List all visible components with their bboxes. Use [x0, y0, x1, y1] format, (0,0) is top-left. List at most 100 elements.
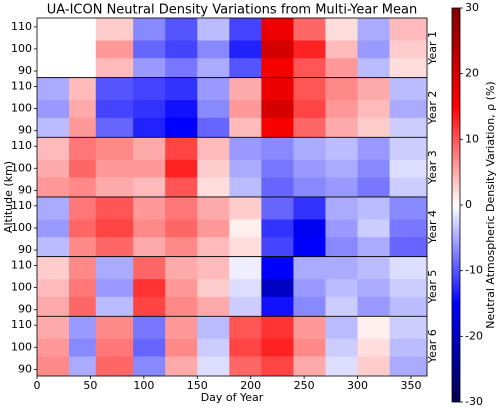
- panel-label: Year 2: [426, 91, 439, 126]
- heatmap-cell: [37, 117, 70, 138]
- heatmap-cell: [325, 18, 358, 41]
- heatmap-cell: [165, 219, 198, 238]
- heatmap-cell: [261, 197, 294, 220]
- heatmap-cell: [293, 18, 326, 41]
- heatmap-cell: [197, 316, 230, 339]
- heatmap-cell: [165, 278, 198, 297]
- heatmap-cell: [229, 137, 262, 160]
- heatmap-cell: [197, 236, 230, 258]
- heatmap-cell: [261, 99, 294, 118]
- heatmap-cell: [325, 57, 358, 79]
- heatmap-cell: [165, 338, 198, 357]
- heatmap-cell: [37, 316, 70, 339]
- heatmap-cell: [325, 296, 358, 317]
- colorbar-tick-label: 10: [465, 132, 479, 145]
- heatmap-cell: [229, 57, 262, 79]
- heatmap-cell: [357, 356, 391, 377]
- heatmap-cell: [69, 278, 97, 297]
- heatmap-cell: [325, 316, 358, 339]
- heatmap-cell: [133, 77, 166, 101]
- heatmap-cell: [325, 99, 358, 118]
- heatmap-cell: [229, 296, 262, 317]
- heatmap-cell: [293, 278, 326, 297]
- heatmap-cell: [133, 117, 166, 138]
- heatmap-cell: [261, 177, 294, 198]
- heatmap-cell: [37, 278, 70, 297]
- heatmap-cell: [357, 236, 391, 258]
- heatmap-cell: [133, 256, 166, 280]
- heatmap-cell: [37, 338, 70, 357]
- y-tick-label: 110: [11, 199, 32, 212]
- y-tick-label: 90: [18, 362, 32, 375]
- heatmap-cell: [357, 278, 391, 297]
- heatmap-cell: [165, 197, 198, 220]
- heatmap-cell: [197, 219, 230, 238]
- heatmap-cell: [261, 137, 294, 160]
- heatmap-cell: [95, 296, 134, 317]
- heatmap-cell: [95, 356, 134, 377]
- y-tick-label: 110: [11, 20, 32, 33]
- y-tick-label: 100: [11, 42, 32, 55]
- heatmap-cell: [95, 197, 134, 220]
- heatmap-cell: [69, 356, 97, 377]
- heatmap-cell: [261, 77, 294, 101]
- heatmap-cell: [197, 159, 230, 178]
- heatmap-cell: [229, 256, 262, 280]
- x-tick-label: 250: [294, 379, 315, 392]
- heatmap-cell: [229, 316, 262, 339]
- heatmap-cell: [389, 316, 428, 339]
- heatmap-cell: [293, 338, 326, 357]
- heatmap-cell: [69, 177, 97, 198]
- heatmap-cell: [69, 338, 97, 357]
- heatmap-cell: [133, 236, 166, 258]
- y-tick-label: 90: [18, 183, 32, 196]
- heatmap-cell: [69, 137, 97, 160]
- heatmap-cell: [357, 177, 391, 198]
- heatmap-cell: [357, 219, 391, 238]
- heatmap-cell: [165, 117, 198, 138]
- chart-title: UA-ICON Neutral Density Variations from …: [47, 3, 417, 18]
- heatmap-cell: [37, 219, 70, 238]
- heatmap-cell: [165, 236, 198, 258]
- heatmap-cell: [69, 99, 97, 118]
- heatmap-cell: [229, 197, 262, 220]
- panel-label: Year 5: [426, 270, 439, 305]
- heatmap-cell: [69, 219, 97, 238]
- heatmap-cell: [165, 356, 198, 377]
- heatmap-cell: [197, 137, 230, 160]
- heatmap-cell: [261, 40, 294, 59]
- heatmap-cell: [389, 137, 428, 160]
- heatmap-cell: [325, 278, 358, 297]
- heatmap-cell: [357, 197, 391, 220]
- heatmap-cell: [389, 40, 428, 59]
- colorbar-label: Neutral Atmospheric Density Variation, ρ…: [484, 81, 497, 328]
- heatmap-cell: [357, 57, 391, 79]
- heatmap-cell: [37, 256, 70, 280]
- heatmap-cell: [95, 99, 134, 118]
- heatmap-cell: [261, 219, 294, 238]
- heatmap-cell: [325, 338, 358, 357]
- heatmap-cell: [293, 57, 326, 79]
- heatmap-cell: [69, 77, 97, 101]
- heatmap-cell: [293, 316, 326, 339]
- x-axis-label: Day of Year: [201, 391, 264, 404]
- heatmap-cell: [357, 316, 391, 339]
- heatmap-cell: [261, 57, 294, 79]
- heatmap-cell: [197, 18, 230, 41]
- panel-label: Year 3: [426, 150, 439, 185]
- heatmap-cell: [95, 256, 134, 280]
- heatmap-cell: [165, 57, 198, 79]
- heatmap-cell: [69, 316, 97, 339]
- heatmap-cell: [69, 117, 97, 138]
- heatmap-cell: [389, 219, 428, 238]
- colorbar: [451, 7, 461, 403]
- heatmap-cell: [95, 57, 134, 79]
- heatmap-cell: [197, 197, 230, 220]
- heatmap-cell: [293, 197, 326, 220]
- heatmap-cell: [133, 18, 166, 41]
- heatmap-cell: [95, 236, 134, 258]
- heatmap-cell: [165, 40, 198, 59]
- heatmap-cell: [95, 77, 134, 101]
- heatmap-cell: [357, 117, 391, 138]
